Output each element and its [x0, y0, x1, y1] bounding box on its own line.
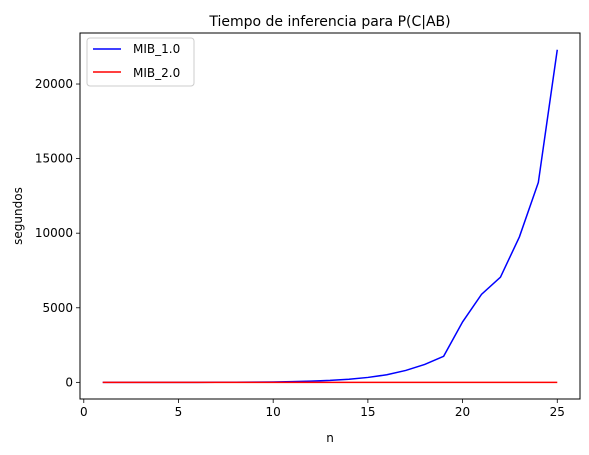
y-tick-label: 5000	[42, 301, 73, 315]
plot-lines	[102, 49, 559, 384]
legend-box	[86, 37, 195, 87]
x-tick-label: 10	[266, 405, 281, 419]
y-axis-ticks: 0 5000 10000 15000 20000	[35, 77, 80, 389]
x-axis-label: n	[326, 431, 334, 445]
x-tick-label: 0	[80, 405, 88, 419]
y-tick-label: 15000	[35, 152, 73, 166]
x-tick-label: 15	[360, 405, 375, 419]
x-tick-label: 20	[455, 405, 470, 419]
x-axis-ticks: 0 5 10 15 20 25	[80, 399, 565, 419]
x-tick-label: 25	[550, 405, 565, 419]
y-axis-label: segundos	[11, 187, 25, 245]
plot-frame	[79, 32, 581, 400]
x-tick-label: 5	[175, 405, 183, 419]
legend-label-mib-1: MIB_1.0	[133, 42, 180, 56]
legend: MIB_1.0 MIB_2.0	[86, 37, 195, 87]
series-line-mib-1-0	[102, 49, 559, 384]
y-tick-label: 20000	[35, 77, 73, 91]
y-tick-label: 10000	[35, 226, 73, 240]
y-tick-label: 0	[65, 375, 73, 389]
chart-title: Tiempo de inferencia para P(C|AB)	[208, 14, 450, 30]
legend-label-mib-2: MIB_2.0	[133, 66, 180, 80]
